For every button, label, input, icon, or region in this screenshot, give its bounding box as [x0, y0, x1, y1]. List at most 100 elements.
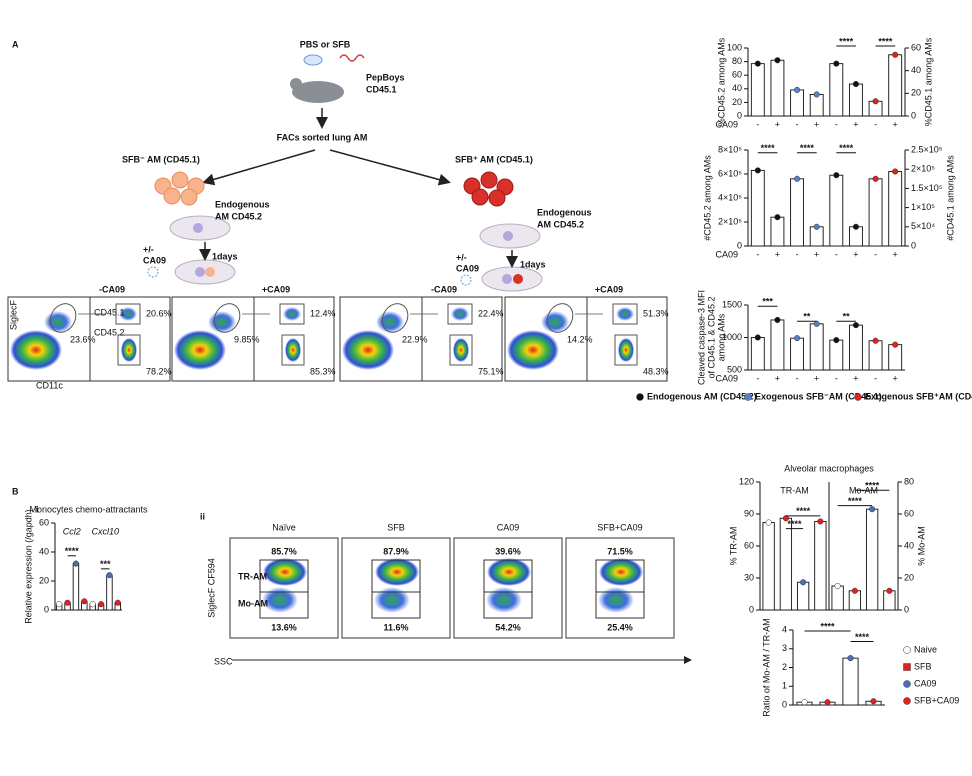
category-label: TR-AM [780, 485, 809, 495]
bar [72, 563, 80, 611]
x-tick-label: + [814, 373, 819, 383]
density [342, 330, 394, 370]
y-axis-label: Ratio of Mo-AM / TR-AM [761, 618, 771, 716]
host-label: AM CD45.2 [537, 219, 584, 229]
bar-dot [872, 98, 879, 105]
x-tick-label: + [775, 119, 780, 129]
bar [831, 585, 844, 611]
host-label: AM CD45.2 [215, 211, 262, 221]
bar [849, 324, 863, 371]
y2-axis-label: %CD45.1 among AMs [923, 37, 933, 126]
bar [888, 171, 903, 247]
y2ticks-label: 2.5×10⁵ [911, 144, 943, 154]
legend-marker [744, 393, 752, 401]
sub-label: i [36, 504, 39, 514]
x-tick-label: - [796, 373, 799, 383]
significance: **** [787, 519, 802, 529]
flow-frame [341, 537, 451, 639]
yticks-label: 60 [39, 517, 49, 527]
chart: 0 20 40 60 Relative expression (/gapdh)Monoc… [23, 504, 148, 623]
bar-dot [824, 699, 831, 706]
legend-marker [903, 697, 911, 705]
x-tick-label: + [814, 119, 819, 129]
bar-dot [56, 601, 63, 608]
legend-label: Naive [914, 644, 937, 654]
lung-cell [502, 274, 512, 284]
gate-percent: 14.2% [567, 334, 593, 344]
flow-title: SFB [387, 522, 405, 532]
legend-label: Exogenous SFB⁻AM (CD45.1) [755, 391, 882, 401]
bar-dot [852, 223, 859, 230]
bar [750, 169, 765, 247]
x-tick-label: - [874, 373, 877, 383]
x-axis-label: CA09 [715, 119, 738, 129]
significance: **** [855, 632, 870, 642]
gate [381, 303, 409, 333]
pbs-icon [303, 54, 323, 66]
density [507, 330, 559, 370]
bar-dot [765, 519, 772, 526]
bar-dot [813, 320, 820, 327]
axis-label: SiglecF CF594 [206, 558, 216, 618]
y-axis-label: % TR-AM [728, 527, 738, 566]
legend-marker [636, 393, 644, 401]
y2ticks-label: 0 [904, 604, 909, 614]
density [174, 330, 226, 370]
bar-dot [872, 175, 879, 182]
flow-title: +CA09 [262, 284, 290, 294]
significance: **** [839, 36, 854, 46]
lung-cell [513, 274, 523, 284]
x-tick-label: - [835, 119, 838, 129]
yticks-label: 2×10⁵ [718, 216, 742, 226]
bar-dot [847, 655, 854, 662]
legend-label: SFB [914, 661, 932, 671]
bar [888, 54, 903, 117]
bar [106, 574, 113, 611]
axis-label: CD11c [36, 380, 63, 390]
yticks-label: 60 [732, 70, 742, 80]
gate [447, 303, 473, 325]
virus-icon [147, 266, 159, 278]
bar-dot [892, 168, 899, 175]
x-tick-label: + [814, 249, 819, 259]
yticks-label: 60 [744, 540, 754, 550]
density [10, 330, 62, 370]
bar [829, 339, 844, 371]
mouse [292, 81, 344, 103]
y2ticks-label: 20 [904, 572, 914, 582]
density [375, 558, 419, 586]
flow-frame [229, 537, 339, 639]
bar-dot [892, 341, 899, 348]
y-axis-label: #CD45.2 among AMs [702, 155, 712, 241]
flow-title: +CA09 [595, 284, 623, 294]
bar [849, 83, 863, 117]
bar-dot [89, 601, 96, 608]
chart-title: Alveolar macrophages [784, 463, 874, 473]
density [121, 338, 137, 362]
branch-label: SFB⁻ AM (CD45.1) [122, 154, 200, 164]
x-tick-label: - [796, 119, 799, 129]
category-label: Ccl2 [63, 526, 81, 536]
treat-label: +/- [143, 244, 154, 254]
yticks-label: 20 [39, 575, 49, 585]
y2ticks-label: 1×10⁵ [911, 202, 935, 212]
yticks-label: 0 [44, 604, 49, 614]
yticks-label: 1 [782, 681, 787, 691]
bar-dot [754, 60, 761, 67]
legend-marker [854, 393, 862, 401]
bar-dot [794, 86, 801, 93]
bar-dot [774, 57, 781, 64]
x-tick-label: - [835, 373, 838, 383]
x-tick-label: - [756, 119, 759, 129]
gate-label: TR-AM [238, 571, 267, 581]
y-axis-label: of CD45.1 & CD45.2 [706, 296, 716, 378]
treat-label: CA09 [456, 263, 479, 273]
gate [213, 303, 241, 333]
bar-dot [114, 599, 121, 606]
gate [371, 591, 421, 619]
bar-dot [851, 587, 858, 594]
gate-percent: 25.4% [607, 622, 633, 632]
cells-sfb-neg [154, 171, 205, 206]
gate [281, 334, 305, 366]
y2-axis-label: #CD45.1 among AMs [945, 155, 955, 241]
